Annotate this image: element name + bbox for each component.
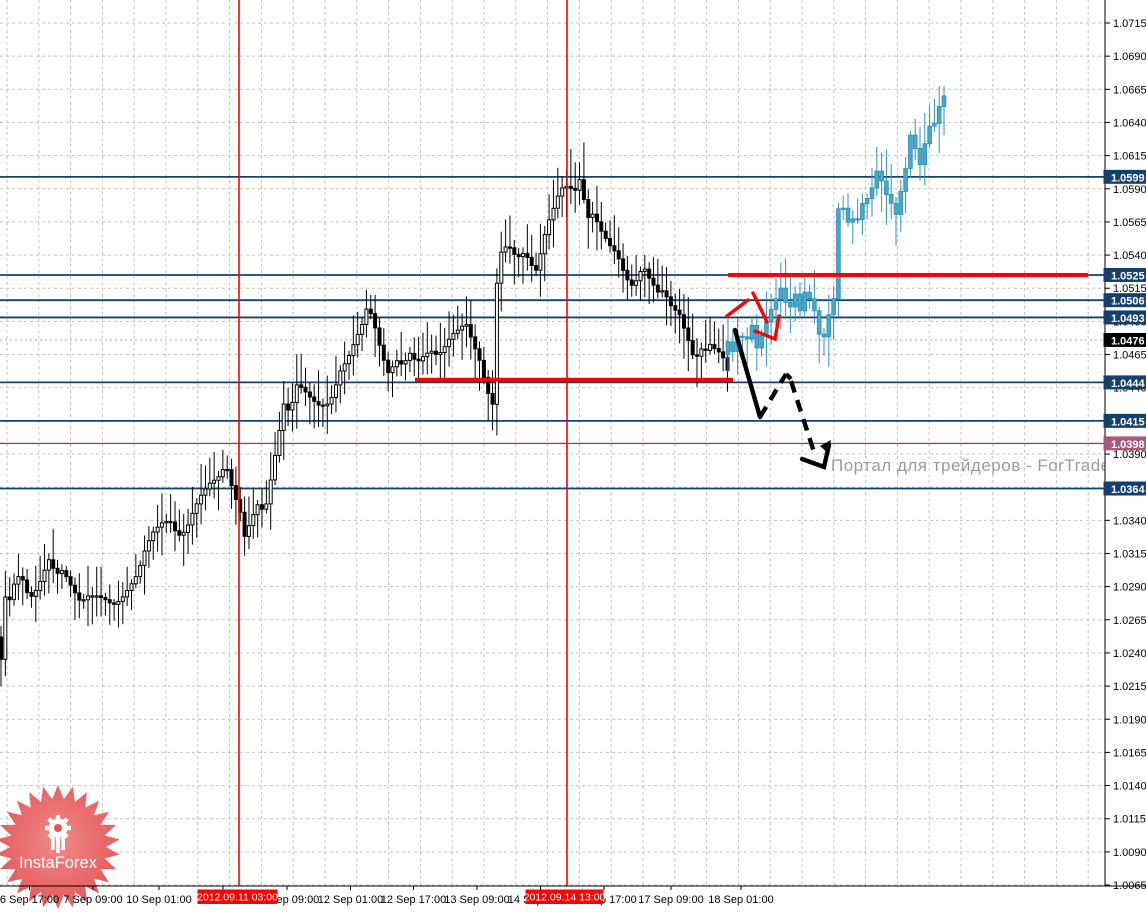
price-axis-label: 1.0140 [1113, 781, 1146, 793]
time-axis-label: 6 Sep 17:00 [0, 894, 59, 906]
price-axis-label: 1.0590 [1113, 184, 1146, 196]
price-level-badge-label: 1.0476 [1111, 335, 1145, 347]
price-axis-label: 1.0540 [1113, 250, 1146, 262]
price-axis-label: 1.0565 [1113, 217, 1146, 229]
price-level-badge-label: 1.0398 [1111, 439, 1145, 451]
time-axis-label: 18 Sep 01:00 [708, 894, 773, 906]
price-axis-label: 1.0165 [1113, 747, 1146, 759]
price-axis-label: 1.0265 [1113, 615, 1146, 627]
price-axis-label: 1.0665 [1113, 84, 1146, 96]
price-level-badge-label: 1.0525 [1111, 270, 1145, 282]
price-axis-label: 1.0615 [1113, 151, 1146, 163]
time-axis-label: 12 Sep 17:00 [381, 894, 446, 906]
price-axis-label: 1.0290 [1113, 582, 1146, 594]
time-marker-badge-label: 2012.09.14 13:00 [524, 892, 606, 904]
price-axis-label: 1.0065 [1113, 880, 1146, 892]
price-level-badge-label: 1.0444 [1111, 378, 1146, 390]
price-axis-label: 1.0240 [1113, 648, 1146, 660]
price-axis-label: 1.0115 [1113, 814, 1146, 826]
price-axis-label: 1.0640 [1113, 117, 1146, 129]
time-marker-badge-label: 2012.09.11 03:00 [197, 892, 278, 904]
watermark-text: Портал для трейдеров - ForTrader.ru [831, 456, 1137, 475]
price-axis-label: 1.0190 [1113, 714, 1146, 726]
price-axis-label: 1.0690 [1113, 51, 1146, 63]
time-axis-label: 10 Sep 01:00 [126, 894, 191, 906]
instaforex-logo-text: InstaForex [19, 854, 98, 872]
time-axis-label: 7 Sep 09:00 [63, 894, 122, 906]
price-axis-label: 1.0465 [1113, 350, 1146, 362]
price-axis-label: 1.0340 [1113, 515, 1146, 527]
price-level-badge-label: 1.0506 [1111, 296, 1145, 308]
price-axis-label: 1.0090 [1113, 847, 1146, 859]
price-axis-label: 1.0315 [1113, 548, 1146, 560]
time-axis-label: 17 Sep 09:00 [638, 894, 703, 906]
price-level-badge-label: 1.0493 [1111, 313, 1145, 325]
price-axis-label: 1.0715 [1113, 18, 1146, 30]
price-axis-label: 1.0215 [1113, 681, 1146, 693]
price-level-badge-label: 1.0415 [1111, 416, 1145, 428]
time-axis-label: 12 Sep 01:00 [318, 894, 383, 906]
price-level-badge-label: 1.0599 [1111, 172, 1145, 184]
price-level-badge-label: 1.0364 [1111, 484, 1146, 496]
time-axis-label: 13 Sep 09:00 [444, 894, 509, 906]
